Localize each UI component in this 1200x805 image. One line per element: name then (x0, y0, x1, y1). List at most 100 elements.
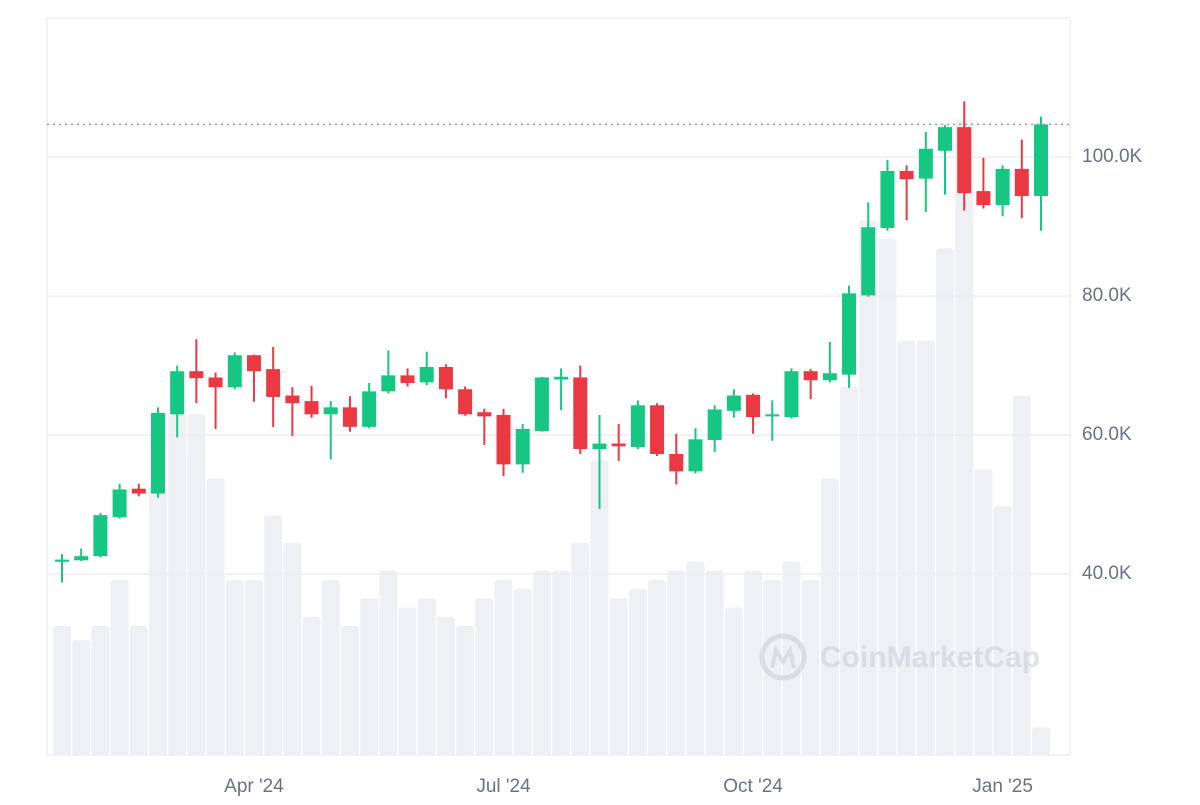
candle-body (784, 371, 799, 418)
volume-bar (552, 570, 571, 755)
volume-bar (648, 579, 667, 755)
volume-bar (801, 579, 820, 755)
candle-body (899, 170, 914, 180)
volume-bar (1012, 395, 1031, 755)
volume-bar (897, 340, 916, 755)
candle-body (515, 428, 530, 465)
candle-body (246, 355, 261, 372)
volume-bar (916, 340, 935, 755)
candle-body (630, 405, 645, 447)
candle-body (400, 375, 415, 384)
candle-body (170, 371, 185, 415)
volume-bar (724, 607, 743, 755)
volume-bar (744, 570, 763, 755)
candle-body (534, 377, 549, 431)
volume-bar (667, 570, 686, 755)
volume-bar (91, 626, 110, 755)
volume-bar (283, 543, 302, 755)
candle-body (880, 170, 895, 228)
x-tick-label: Jan '25 (972, 776, 1033, 797)
candle-body (1014, 168, 1029, 196)
volume-bar (820, 478, 839, 755)
x-tick-label: Oct '24 (723, 776, 783, 797)
candle-body (93, 515, 108, 557)
volume-bar (936, 248, 955, 755)
volume-bar (840, 386, 859, 755)
volume-bar (53, 626, 71, 755)
candle-body (592, 443, 607, 450)
volume-bar (148, 487, 167, 755)
volume-bar (398, 607, 417, 755)
volume-bar (955, 119, 974, 755)
volume-bar (187, 414, 206, 755)
candle-body (342, 407, 357, 427)
candle-body (304, 401, 319, 415)
candle-body (976, 191, 991, 206)
volume-bar (494, 579, 513, 755)
volume-bar (1032, 727, 1050, 755)
candle-body (822, 373, 837, 381)
volume-bar (974, 469, 993, 755)
candle-body (995, 168, 1010, 206)
volume-bar (72, 639, 91, 755)
volume-bar (417, 598, 436, 755)
candle-body (496, 415, 511, 465)
volume-bar (225, 579, 244, 755)
candle-body (419, 367, 434, 383)
candle-body (938, 127, 953, 151)
volume-bar (436, 616, 455, 755)
volume-bar (513, 589, 532, 755)
volume-bar (571, 543, 590, 755)
candle-body (55, 559, 69, 562)
volume-bar (168, 414, 187, 755)
volume-bar (340, 626, 359, 755)
candle-body (842, 293, 857, 375)
volume-bar (206, 478, 225, 755)
candle-body (74, 556, 89, 561)
x-tick-label: Apr '24 (224, 776, 284, 797)
candle-body (554, 376, 569, 380)
watermark-logo (759, 633, 807, 681)
volume-bar (302, 616, 321, 755)
candle-body (285, 395, 300, 404)
candle-body (208, 377, 223, 388)
candle-body (438, 367, 453, 390)
y-tick-label: 100.0K (1082, 146, 1143, 167)
candle-body (381, 375, 396, 392)
volume-bar (705, 570, 724, 755)
watermark: CoinMarketCap (759, 633, 1040, 681)
volume-bar (244, 579, 263, 755)
candle-body (150, 412, 165, 494)
candle-body (957, 127, 972, 194)
volume-bar (993, 506, 1012, 755)
candle-body (918, 148, 933, 179)
candle-body (458, 389, 473, 415)
candle-body (669, 453, 684, 472)
candle-body (477, 412, 492, 417)
candle-body (1034, 124, 1048, 196)
x-tick-label: Jul '24 (476, 776, 531, 797)
volume-bar (475, 598, 494, 755)
candle-body (765, 414, 780, 417)
candle-body (803, 371, 818, 381)
volume-layer (53, 119, 1050, 756)
y-tick-label: 80.0K (1082, 285, 1132, 306)
volume-bar (628, 589, 647, 755)
candle-body (650, 405, 665, 454)
volume-bar (590, 460, 609, 755)
candle-body (227, 355, 242, 388)
candle-body (112, 489, 127, 518)
volume-bar (360, 598, 379, 755)
candle-body (861, 227, 876, 296)
volume-bar (321, 579, 340, 755)
volume-bar (532, 570, 551, 755)
candle-body (189, 371, 204, 379)
volume-bar (686, 561, 705, 755)
volume-bar (129, 626, 148, 755)
volume-bar (609, 598, 628, 755)
candle-body (266, 369, 281, 397)
y-tick-label: 60.0K (1082, 424, 1132, 445)
candle-body (746, 394, 761, 418)
candle-body (726, 395, 741, 411)
